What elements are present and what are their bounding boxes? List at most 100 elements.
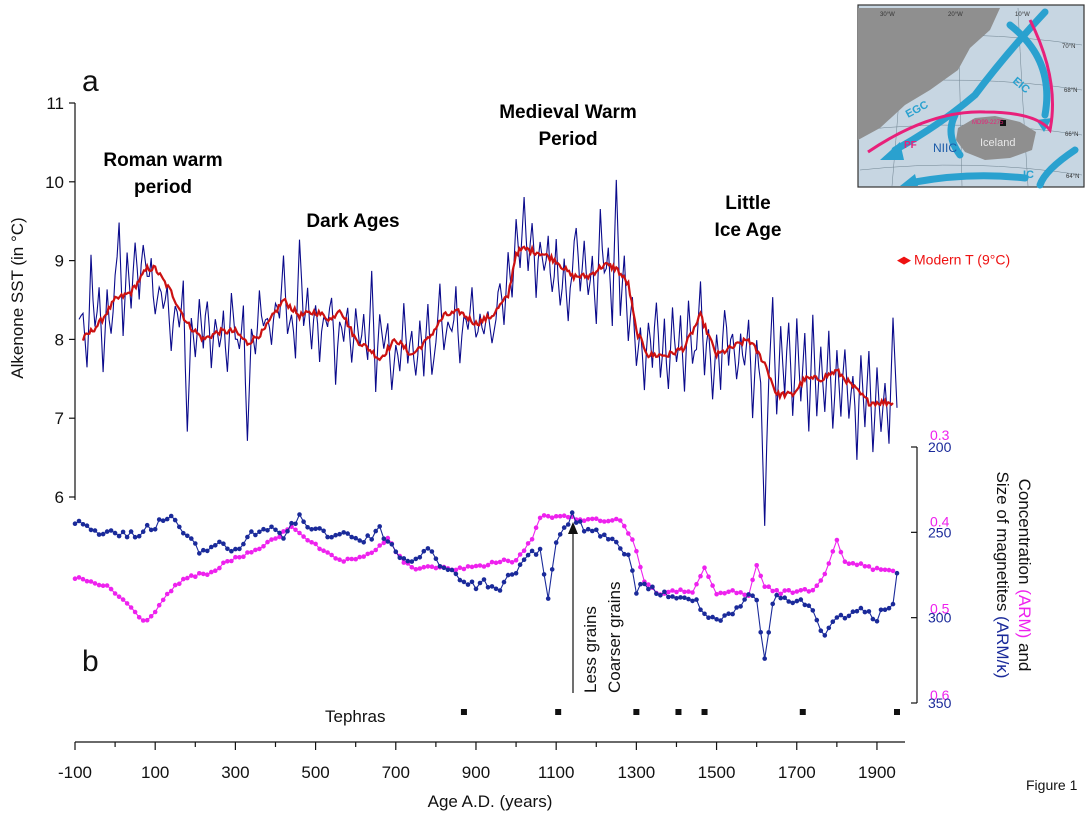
- armk-point: [650, 584, 655, 590]
- arm-point: [541, 513, 547, 518]
- arm-point: [96, 582, 102, 588]
- arm-point: [626, 531, 631, 536]
- arm-point: [189, 573, 194, 578]
- armk-point: [770, 601, 775, 607]
- armk-point: [189, 536, 194, 541]
- arm-point: [758, 573, 763, 579]
- armk-point: [425, 546, 431, 551]
- arm-point: [525, 541, 531, 546]
- arm-point: [317, 546, 322, 552]
- size-word: Size of magnetites: [993, 472, 1012, 617]
- sst-y-tick-label: 9: [55, 252, 64, 271]
- arm-point: [782, 588, 787, 593]
- armk-point: [774, 592, 779, 598]
- arm-point: [886, 567, 892, 573]
- armk-point: [313, 526, 318, 532]
- arm-point: [453, 567, 459, 573]
- iceland-land: [956, 116, 1036, 160]
- arm-point: [341, 559, 347, 564]
- armk-point: [778, 595, 783, 601]
- arm-point: [136, 615, 142, 620]
- arm-point: [770, 588, 775, 594]
- arm-point: [473, 563, 479, 569]
- arm-point: [429, 564, 435, 569]
- armk-point: [834, 615, 840, 620]
- armk-point: [626, 552, 631, 558]
- arm-point: [638, 564, 643, 570]
- arm-point: [104, 583, 110, 588]
- arm-point: [92, 581, 98, 586]
- armk-point: [874, 619, 880, 624]
- arm-point: [233, 554, 238, 560]
- arm-point: [241, 554, 246, 559]
- armk-point: [722, 613, 727, 618]
- armk-point: [565, 522, 571, 527]
- arm-point: [794, 589, 800, 594]
- arm-point: [730, 588, 735, 593]
- armk-point: [850, 609, 856, 614]
- armk-point: [842, 615, 848, 621]
- armk-point: [686, 596, 691, 602]
- armk-point: [136, 533, 142, 539]
- sst-raw-line: [78, 179, 898, 526]
- arm-point: [790, 590, 795, 596]
- armk-point: [854, 608, 860, 614]
- armk-point: [838, 612, 844, 618]
- armk-point: [561, 525, 567, 530]
- figure-label: Figure 1: [1026, 777, 1078, 793]
- arm-point: [217, 565, 222, 571]
- period-label-medieval-1: Medieval Warm: [499, 102, 637, 123]
- x-tick-label: 100: [141, 763, 169, 782]
- arm-point: [185, 575, 190, 581]
- arm-word: (ARM): [1015, 589, 1034, 638]
- armk-point: [221, 541, 226, 546]
- arm-point: [128, 605, 134, 610]
- armk-point: [758, 630, 763, 635]
- greenland-land: [858, 8, 1000, 140]
- armk-point: [325, 534, 330, 540]
- armk-point: [501, 579, 507, 585]
- armk-point: [261, 526, 266, 532]
- armk-point: [457, 577, 463, 583]
- arm-point: [160, 597, 166, 603]
- armk-point: [100, 531, 106, 537]
- armk-point: [433, 556, 439, 561]
- armk-point: [369, 537, 375, 542]
- armk-point: [181, 530, 186, 536]
- armk-point: [654, 591, 659, 596]
- arm-point: [401, 560, 407, 565]
- armk-point: [285, 528, 290, 534]
- armk-point: [201, 547, 206, 553]
- armk-point: [84, 523, 90, 528]
- armk-point: [156, 517, 162, 522]
- armk-point: [377, 524, 383, 529]
- arm-point: [798, 588, 804, 593]
- armk-point: [217, 539, 222, 545]
- armk-point: [489, 584, 495, 589]
- armk-point: [786, 599, 791, 604]
- grain-arrow-head: [568, 522, 578, 534]
- armk-point: [750, 593, 755, 598]
- arm-point: [722, 591, 727, 596]
- armk-point: [225, 546, 230, 552]
- arm-point: [257, 546, 262, 552]
- arm-point: [177, 581, 182, 587]
- armk-point: [329, 534, 334, 540]
- tephra-marker: [701, 709, 708, 715]
- armk-point: [658, 593, 663, 598]
- armk-point: [477, 580, 483, 586]
- arm-point: [549, 515, 555, 520]
- arm-point: [469, 564, 475, 570]
- armk-point: [373, 528, 379, 534]
- armk-point: [858, 605, 864, 611]
- armk-point: [205, 548, 210, 554]
- armk-point: [505, 572, 511, 578]
- arm-point: [742, 592, 747, 598]
- armk-point: [882, 607, 888, 612]
- arm-point: [313, 541, 318, 547]
- arm-point: [778, 591, 783, 597]
- magnetic-y-axis-title: Concentration (ARM) and Size of magnetit…: [993, 472, 1034, 679]
- arm-point: [846, 561, 852, 566]
- armk-point: [241, 541, 246, 547]
- arm-point: [140, 618, 146, 623]
